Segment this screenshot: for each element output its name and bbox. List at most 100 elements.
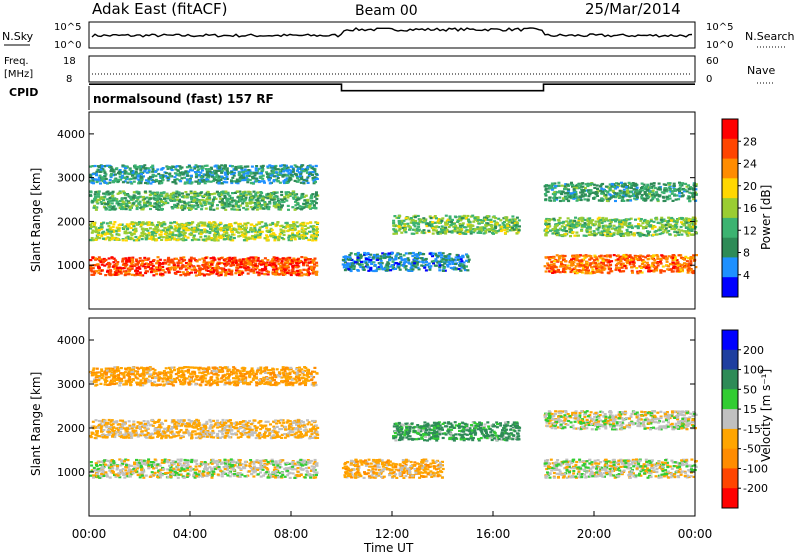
data-cell <box>197 165 200 167</box>
data-cell <box>194 269 197 271</box>
data-cell <box>315 198 318 200</box>
data-cell <box>651 228 654 230</box>
data-cell <box>133 194 136 196</box>
data-cell <box>400 257 403 259</box>
data-cell <box>554 266 557 268</box>
data-cell <box>90 191 93 193</box>
data-cell <box>227 193 230 195</box>
data-cell <box>301 227 304 229</box>
data-cell <box>101 176 104 178</box>
data-cell <box>277 221 280 223</box>
data-cell <box>143 263 146 265</box>
data-cell <box>230 231 233 233</box>
data-cell <box>164 271 167 273</box>
data-cell <box>559 271 562 273</box>
data-cell <box>220 272 223 274</box>
data-cell <box>427 223 430 225</box>
data-cell <box>199 236 202 238</box>
data-cell <box>602 260 605 262</box>
data-cell <box>127 194 130 196</box>
data-cell <box>173 200 176 202</box>
data-cell <box>162 269 165 271</box>
data-cell <box>206 225 209 227</box>
data-cell <box>251 177 254 179</box>
data-cell <box>280 194 283 196</box>
data-cell <box>247 193 250 195</box>
data-cell <box>632 263 635 265</box>
data-cell <box>140 224 143 226</box>
data-cell <box>143 170 146 172</box>
data-cell <box>305 237 308 239</box>
data-cell <box>640 267 643 269</box>
data-cell <box>233 208 236 210</box>
data-cell <box>619 260 622 262</box>
data-cell <box>111 198 114 200</box>
data-cell <box>462 222 465 224</box>
data-cell <box>272 172 275 174</box>
data-cell <box>264 268 267 270</box>
data-cell <box>182 256 185 258</box>
data-cell <box>245 208 248 210</box>
data-cell <box>193 235 196 237</box>
data-cell <box>91 256 94 258</box>
data-cell <box>188 233 191 235</box>
data-cell <box>89 239 92 241</box>
data-cell <box>647 270 650 272</box>
data-cell <box>90 226 93 228</box>
data-cell <box>639 270 642 272</box>
data-cell <box>315 194 318 196</box>
data-cell <box>280 229 283 231</box>
data-cell <box>593 230 596 232</box>
data-cell <box>253 191 256 193</box>
data-cell <box>413 262 416 264</box>
data-cell <box>412 229 415 231</box>
data-cell <box>282 170 285 172</box>
data-cell <box>601 272 604 274</box>
data-cell <box>289 228 292 230</box>
data-cell <box>204 263 207 265</box>
data-cell <box>123 170 126 172</box>
data-cell <box>415 266 418 268</box>
data-cell <box>176 262 179 264</box>
data-cell <box>204 165 207 167</box>
data-cell <box>147 257 150 259</box>
data-cell <box>269 196 272 198</box>
data-cell <box>237 166 240 168</box>
data-cell <box>257 274 260 276</box>
data-cell <box>205 178 208 180</box>
data-cell <box>677 270 680 272</box>
data-cell <box>347 268 350 270</box>
data-cell <box>104 176 107 178</box>
data-cell <box>469 231 472 233</box>
data-cell <box>113 221 116 223</box>
data-cell <box>263 182 266 184</box>
data-cell <box>455 256 458 258</box>
data-cell <box>235 201 238 203</box>
data-cell <box>221 199 224 201</box>
data-cell <box>230 180 233 182</box>
data-cell <box>392 261 395 263</box>
data-cell <box>544 265 547 267</box>
data-cell <box>316 222 319 224</box>
data-cell <box>279 165 282 167</box>
data-cell <box>118 224 121 226</box>
data-cell <box>310 225 313 227</box>
data-cell <box>294 238 297 240</box>
data-cell <box>287 205 290 207</box>
data-cell <box>103 260 106 262</box>
data-cell <box>259 191 262 193</box>
data-cell <box>272 233 275 235</box>
data-cell <box>224 196 227 198</box>
data-cell <box>281 272 284 274</box>
data-cell <box>601 222 604 224</box>
data-cell <box>287 209 290 211</box>
data-cell <box>159 267 162 269</box>
data-cell <box>227 198 230 200</box>
data-cell <box>223 263 226 265</box>
data-cell <box>306 264 309 266</box>
data-cell <box>311 207 314 209</box>
data-cell <box>171 236 174 238</box>
data-cell <box>545 256 548 258</box>
data-cell <box>201 258 204 260</box>
